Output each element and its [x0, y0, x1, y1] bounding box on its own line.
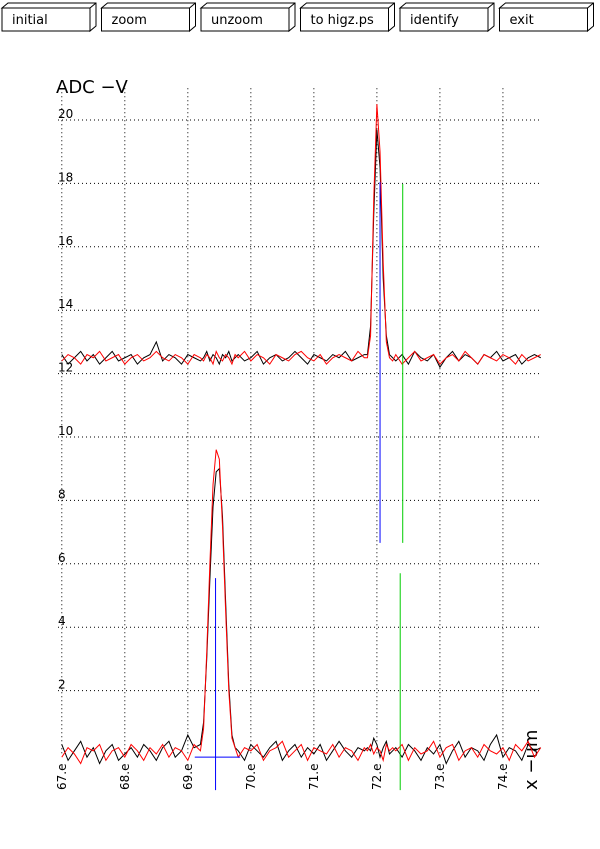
- y-tick-label: 6: [58, 551, 66, 565]
- button-face: [300, 7, 389, 32]
- series-line: [61, 467, 541, 765]
- x-tick-label: 73.e: [433, 764, 447, 790]
- button[interactable]: to higz.ps: [299, 2, 395, 33]
- button[interactable]: initial: [0, 2, 97, 33]
- button-edge: [189, 2, 196, 9]
- button-face: [200, 7, 290, 32]
- x-tick-label: 69.e: [181, 764, 195, 790]
- x-axis-title: x −um: [521, 730, 542, 790]
- button-label: to higz.ps: [311, 13, 374, 28]
- y-tick-label: 20: [58, 107, 73, 121]
- button[interactable]: identify: [398, 2, 495, 33]
- series-line: [61, 129, 541, 369]
- button-label: unzoom: [211, 13, 263, 28]
- button-label: zoom: [112, 13, 147, 28]
- button-face: [1, 7, 91, 32]
- button-edge: [487, 2, 495, 9]
- y-tick-label: 14: [58, 297, 73, 311]
- y-tick-label: 10: [58, 424, 73, 438]
- button-edge: [288, 2, 296, 9]
- y-tick-label: 12: [58, 361, 73, 375]
- button-edge: [89, 2, 97, 9]
- x-tick-label: 72.e: [370, 764, 384, 790]
- button[interactable]: exit: [498, 2, 594, 33]
- y-axis-title: ADC −V: [56, 77, 129, 98]
- x-tick-label: 74.e: [496, 764, 510, 790]
- button-edge: [587, 2, 594, 9]
- series-line: [61, 449, 542, 765]
- button-face: [499, 7, 588, 32]
- button-face: [399, 7, 489, 32]
- series-line: [61, 104, 541, 366]
- x-tick-label: 68.e: [118, 764, 132, 790]
- button[interactable]: zoom: [100, 2, 196, 33]
- button-label: exit: [510, 13, 534, 28]
- x-tick-label: 70.e: [244, 764, 258, 790]
- button[interactable]: unzoom: [199, 2, 296, 33]
- y-tick-label: 8: [58, 487, 66, 501]
- button-edge: [388, 2, 395, 9]
- y-tick-label: 18: [58, 170, 73, 184]
- button-label: identify: [410, 13, 459, 28]
- button-label: initial: [12, 13, 48, 28]
- y-tick-label: 16: [58, 234, 73, 248]
- button-face: [101, 7, 190, 32]
- x-tick-label: 67.e: [55, 764, 69, 790]
- x-tick-label: 71.e: [307, 764, 321, 790]
